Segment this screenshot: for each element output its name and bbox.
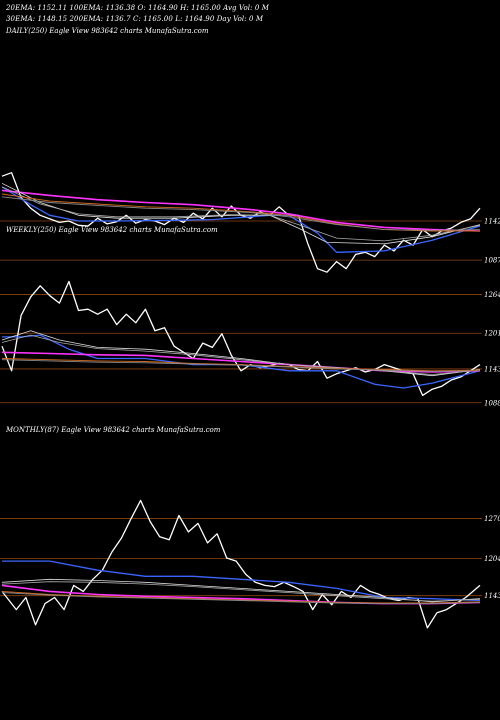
daily-ema-white-2-line — [1, 186, 481, 242]
daily-tick-label-0: 1142 — [484, 218, 500, 226]
daily-ema-white-1-line — [1, 182, 481, 245]
monthly-ema-white-1-line — [1, 578, 481, 603]
monthly-tick-label-2: 1143 — [484, 592, 500, 600]
weekly-price-line — [1, 280, 481, 397]
weekly-tick-label-2: 1143 — [484, 365, 500, 373]
weekly-ema-orange-line — [1, 358, 481, 372]
monthly-ema-grey-line — [1, 592, 481, 605]
monthly-tick-label-0: 1270 — [484, 515, 500, 523]
daily-tick-label-1: 1087 — [484, 257, 500, 265]
header-line-2: 30EMA: 1148.15 200EMA: 1136.7 C: 1165.00… — [6, 15, 264, 23]
daily-ema-grey-line — [1, 196, 481, 231]
daily-ema-blue-line — [1, 186, 481, 253]
monthly-price-line — [1, 499, 481, 629]
weekly-ema-magenta-line — [1, 351, 481, 373]
weekly-tick-label-0: 1264 — [484, 291, 500, 299]
weekly-ema-white-2-line — [1, 334, 481, 375]
monthly-ema-blue-line — [2, 560, 481, 602]
monthly-ema-orange-line — [1, 590, 481, 604]
daily-panel-label: DAILY(250) Eagle View 983642 charts Muna… — [6, 27, 209, 35]
monthly-chart-panel: 1270 1204 1143 — [0, 499, 500, 629]
weekly-ema-grey-line — [1, 359, 481, 372]
monthly-tick-label-1: 1204 — [484, 555, 500, 563]
monthly-panel-label: MONTHLY(87) Eagle View 983642 charts Mun… — [6, 426, 221, 434]
daily-chart-panel: 1142 1087 — [0, 172, 500, 273]
header-line-1: 20EMA: 1152.11 100EMA: 1136.38 O: 1164.9… — [6, 4, 270, 12]
daily-ema-magenta-line — [1, 189, 481, 232]
daily-price-line — [1, 172, 481, 273]
weekly-panel-label: WEEKLY(250) Eagle View 983642 charts Mun… — [6, 226, 218, 234]
weekly-tick-label-3: 1088 — [484, 399, 500, 407]
monthly-ema-white-2-line — [1, 581, 481, 602]
